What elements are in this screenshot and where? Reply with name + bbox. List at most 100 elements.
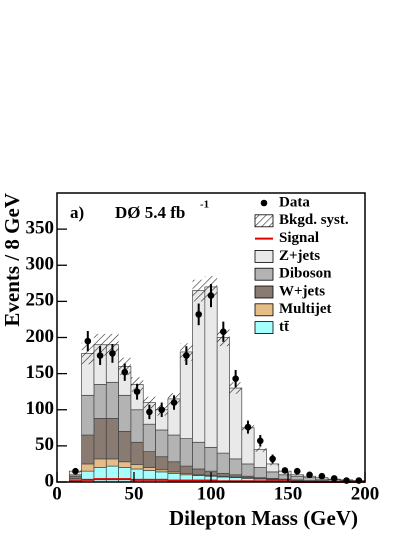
data-point	[207, 292, 215, 299]
stack-bar	[290, 475, 304, 481]
y-tick-label: 250	[26, 290, 55, 311]
legend-marker	[260, 199, 268, 207]
y-axis-label: Events / 8 GeV	[0, 193, 24, 327]
data-point	[293, 467, 301, 475]
x-tick-label: 150	[274, 483, 303, 504]
stack-bar	[229, 458, 243, 476]
y-tick-label: 0	[45, 470, 55, 491]
y-tick-label: 150	[26, 362, 55, 383]
syst-band	[93, 333, 107, 356]
stack-bar	[241, 463, 255, 477]
y-tick-label: 200	[26, 326, 55, 347]
legend-label: Diboson	[279, 266, 332, 282]
legend-marker	[254, 267, 274, 281]
syst-band	[254, 447, 267, 452]
syst-band	[81, 342, 94, 365]
stack-bar	[167, 434, 181, 463]
legend-label: Bkgd. syst.	[279, 212, 349, 228]
y-tick-label: 300	[26, 254, 55, 275]
stack-bar	[192, 468, 206, 476]
stack-bar	[204, 446, 218, 472]
syst-band	[229, 382, 242, 394]
stack-bar	[118, 461, 132, 468]
stack-bar	[216, 472, 230, 477]
x-axis-label: Dilepton Mass (GeV)	[169, 506, 358, 530]
panel-label: a)	[70, 203, 84, 222]
stack-bar	[130, 409, 144, 443]
legend-label: tt̄	[279, 319, 290, 335]
stack-bar	[93, 418, 107, 460]
data-point	[306, 471, 313, 479]
data-point	[183, 352, 190, 359]
data-point	[121, 368, 129, 376]
stack-bar	[253, 467, 267, 479]
legend-marker	[254, 321, 274, 335]
x-tick-label: 100	[197, 483, 226, 504]
data-point	[195, 311, 202, 318]
data-point	[330, 475, 338, 482]
data-point	[72, 467, 79, 475]
data-point	[133, 388, 141, 395]
stack-bar	[253, 449, 267, 468]
stack-bar	[204, 286, 218, 448]
stack-bar	[216, 452, 230, 474]
stack-bar	[118, 394, 132, 432]
syst-band	[192, 279, 205, 302]
stack-bar	[142, 451, 156, 468]
data-point	[84, 337, 92, 345]
legend-label: Multijet	[279, 301, 331, 317]
stack-bar	[81, 394, 95, 436]
legend-marker	[254, 214, 274, 228]
stack-bar	[81, 463, 95, 472]
data-point	[109, 350, 116, 357]
data-point	[158, 406, 166, 414]
data-point	[269, 455, 276, 463]
stack-bar	[155, 429, 169, 458]
stack-bar	[216, 337, 230, 454]
stack-bar	[229, 387, 243, 460]
data-point	[281, 467, 289, 474]
stack-bar	[93, 384, 107, 419]
legend-label: W+jets	[279, 283, 325, 299]
data-point	[343, 477, 350, 484]
syst-band	[266, 462, 279, 466]
stack-bar	[130, 441, 144, 466]
stack-bar	[278, 474, 292, 480]
stack-bar	[81, 434, 95, 465]
stack-bar	[266, 471, 280, 479]
data-point	[318, 472, 326, 480]
stack-bar	[130, 464, 144, 470]
legend-label: Signal	[279, 230, 319, 246]
experiment-label: DØ 5.4 fb	[115, 203, 185, 222]
stack-bar	[118, 431, 132, 463]
y-tick-label: 350	[26, 217, 55, 238]
x-tick-label: 50	[125, 483, 144, 504]
stack-bar	[155, 456, 169, 471]
stack-bar	[179, 465, 193, 474]
y-tick-label: 100	[26, 398, 55, 419]
stack-bar	[105, 418, 119, 460]
data-point	[256, 437, 264, 445]
legend-marker	[254, 249, 274, 263]
data-point	[244, 423, 252, 431]
experiment-label-exponent: -1	[200, 199, 209, 211]
stack-bar	[303, 477, 317, 481]
x-tick-label: 200	[351, 483, 380, 504]
data-point	[220, 328, 227, 336]
stack-bar	[142, 423, 156, 453]
y-tick-label: 50	[35, 434, 54, 455]
data-point	[146, 408, 153, 416]
stack-bar	[105, 381, 119, 419]
data-point	[170, 399, 178, 406]
stack-bar	[179, 438, 193, 467]
legend-label: Z+jets	[279, 248, 320, 264]
syst-band	[143, 396, 156, 409]
data-point	[232, 375, 239, 382]
stack-bar	[93, 458, 107, 468]
legend-marker	[254, 303, 274, 317]
legend-marker	[254, 285, 274, 299]
x-tick-label: 0	[52, 483, 62, 504]
syst-band	[291, 474, 304, 476]
